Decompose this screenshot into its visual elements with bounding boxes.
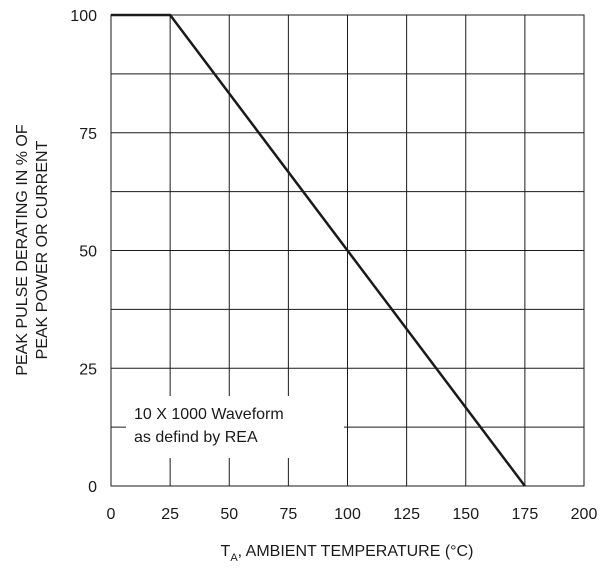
x-tick-label-25: 25 — [161, 506, 179, 523]
x-axis-label-main: T — [221, 543, 231, 560]
x-tick-label-100: 100 — [334, 506, 361, 523]
x-axis-label-rest: , AMBIENT TEMPERATURE (°C) — [238, 543, 474, 560]
y-axis-label: PEAK PULSE DERATING IN % OF PEAK POWER O… — [14, 124, 51, 376]
y-tick-label-0: 0 — [88, 479, 97, 496]
y-axis-label-line-1: PEAK PULSE DERATING IN % OF — [14, 124, 31, 376]
annotation-line-2: as defind by REA — [134, 429, 258, 446]
y-axis-label-line-2: PEAK POWER OR CURRENT — [34, 140, 51, 359]
annotation-line-1: 10 X 1000 Waveform — [134, 406, 284, 423]
plot-frame — [110, 14, 585, 487]
x-tick-label-200: 200 — [571, 506, 598, 523]
y-tick-label-100: 100 — [70, 8, 97, 25]
y-tick-label-25: 25 — [79, 361, 97, 378]
x-tick-label-50: 50 — [220, 506, 238, 523]
x-tick-labels: 0 25 50 75 100 125 150 175 200 — [107, 506, 598, 523]
y-tick-label-75: 75 — [79, 126, 97, 143]
y-tick-label-50: 50 — [79, 244, 97, 261]
annotation-box — [126, 396, 344, 458]
x-tick-label-75: 75 — [279, 506, 297, 523]
series-layer — [111, 13, 526, 487]
x-tick-label-125: 125 — [393, 506, 420, 523]
x-axis-label: TA, AMBIENT TEMPERATURE (°C) — [221, 543, 474, 564]
y-tick-labels: 0 25 50 75 100 — [70, 8, 97, 496]
x-tick-label-175: 175 — [512, 506, 539, 523]
x-tick-label-150: 150 — [452, 506, 479, 523]
series-line-0 — [111, 13, 526, 487]
x-tick-label-0: 0 — [107, 506, 116, 523]
x-axis-label-subscript: A — [230, 552, 238, 564]
